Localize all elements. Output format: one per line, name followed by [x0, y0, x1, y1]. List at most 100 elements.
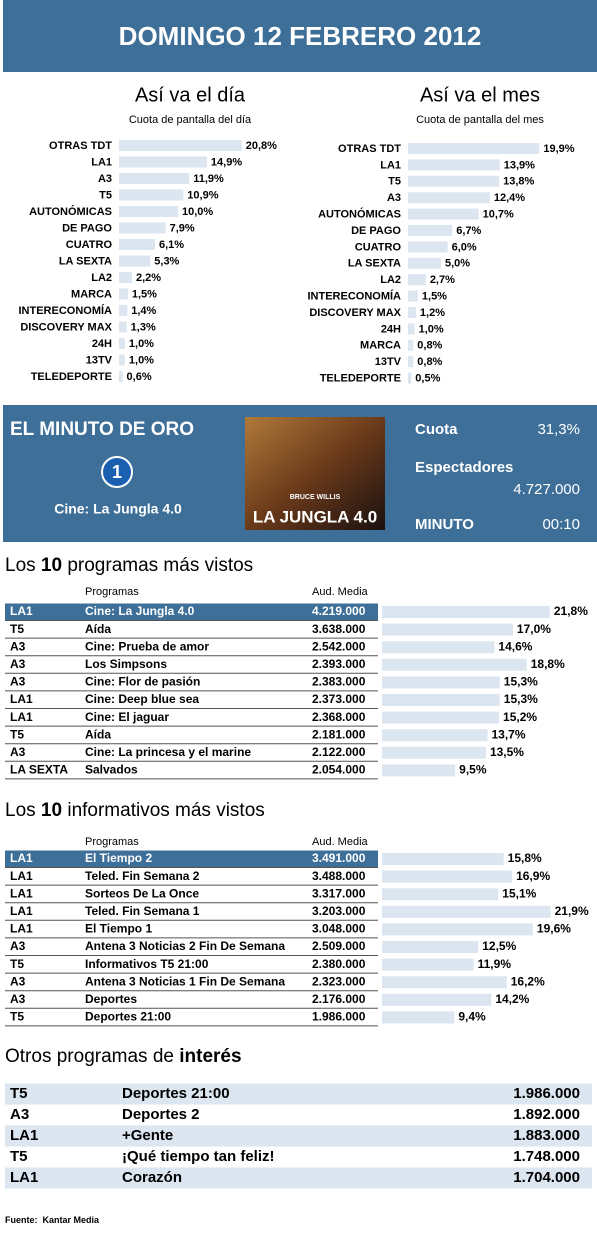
- share-label: 13,7%: [491, 727, 525, 741]
- program: Cine: Deep blue sea: [85, 692, 199, 706]
- bar: [119, 156, 207, 168]
- share-bar: [382, 641, 495, 654]
- bar: [119, 239, 155, 250]
- audience: 2.323.000: [312, 974, 366, 988]
- share-label: 15,3%: [504, 675, 538, 689]
- channel: LA1: [10, 886, 33, 900]
- bar: [119, 338, 125, 349]
- category-label: AUTONÓMICAS: [318, 208, 401, 221]
- program: Deportes 21:00: [85, 1010, 171, 1024]
- category-label: 13TV: [86, 354, 113, 366]
- channel: LA1: [10, 851, 33, 865]
- bar: [408, 225, 453, 236]
- category-label: DISCOVERY MAX: [20, 321, 112, 333]
- title-part: Los: [5, 800, 41, 821]
- value-label: 1,4%: [131, 305, 156, 317]
- minuto-title: EL MINUTO DE ORO: [10, 419, 194, 440]
- category-label: LA2: [91, 272, 112, 284]
- share-bar: [382, 1011, 455, 1024]
- category-label: OTRAS TDT: [49, 140, 112, 152]
- value-label: 7,9%: [170, 222, 195, 234]
- share-bar: [382, 711, 500, 724]
- channel: A3: [10, 974, 26, 988]
- channel: T5: [10, 1010, 24, 1024]
- share-bar: [382, 976, 507, 989]
- audience: 1.986.000: [312, 1010, 366, 1024]
- row-highlight: [5, 603, 378, 621]
- bar: [119, 371, 123, 382]
- value-label: 1,3%: [131, 321, 156, 333]
- value-label: 0,5%: [415, 373, 440, 385]
- category-label: MARCA: [71, 288, 112, 300]
- poster-title: LA JUNGLA 4.0: [253, 507, 377, 526]
- share-label: 17,0%: [517, 622, 551, 636]
- share-label: 15,8%: [508, 851, 542, 865]
- espectadores-value: 4.727.000: [513, 481, 580, 498]
- program: Aída: [85, 727, 111, 741]
- category-label: MARCA: [360, 340, 401, 352]
- channel: T5: [10, 957, 24, 971]
- share-label: 14,2%: [495, 992, 529, 1006]
- audience: 1.748.000: [513, 1148, 580, 1165]
- channel: LA1: [10, 1169, 38, 1186]
- category-label: 24H: [381, 323, 401, 335]
- bar: [408, 143, 540, 154]
- share-bar: [382, 853, 504, 865]
- channel: A3: [10, 1106, 29, 1123]
- bar: [408, 307, 416, 318]
- category-label: LA2: [380, 274, 401, 286]
- value-label: 1,5%: [422, 291, 447, 303]
- title-part: Los: [5, 555, 41, 576]
- channel: LA1: [10, 604, 33, 618]
- share-bar: [382, 658, 527, 671]
- poster: [245, 417, 385, 530]
- bar: [119, 354, 125, 366]
- share-label: 13,5%: [490, 745, 524, 759]
- category-label: AUTONÓMICAS: [29, 205, 112, 218]
- share-label: 19,6%: [537, 922, 571, 936]
- value-label: 6,0%: [452, 241, 477, 253]
- bar: [408, 372, 412, 384]
- value-label: 6,1%: [159, 239, 184, 251]
- share-bar: [382, 958, 474, 971]
- bar: [119, 189, 184, 201]
- audience: 1.704.000: [513, 1169, 580, 1186]
- informativos-title: Los 10 informativos más vistos: [5, 800, 265, 821]
- value-label: 1,2%: [420, 307, 445, 319]
- row-bg: [5, 1167, 592, 1189]
- program: Cine: La princesa y el marine: [85, 745, 251, 759]
- program: Aída: [85, 622, 111, 636]
- audience: 3.203.000: [312, 904, 366, 918]
- program: Antena 3 Noticias 1 Fin De Semana: [85, 974, 285, 988]
- audience: 2.509.000: [312, 939, 366, 953]
- value-label: 0,8%: [417, 340, 442, 352]
- bar: [119, 140, 242, 151]
- program: Cine: La Jungla 4.0: [85, 604, 195, 618]
- share-label: 14,6%: [498, 639, 532, 653]
- share-label: 15,3%: [504, 692, 538, 706]
- month-title: Así va el mes: [420, 84, 540, 106]
- program: Sorteos De La Once: [85, 886, 199, 900]
- column-header: Aud. Media: [312, 836, 369, 848]
- share-bar: [382, 941, 479, 953]
- value-label: 13,8%: [503, 176, 534, 188]
- day-title: Así va el día: [135, 84, 246, 106]
- share-label: 11,9%: [478, 957, 512, 971]
- bar: [119, 206, 178, 217]
- column-header: Aud. Media: [312, 586, 369, 598]
- audience: 2.176.000: [312, 992, 366, 1006]
- category-label: LA1: [91, 156, 112, 168]
- cuota-label: Cuota: [415, 421, 458, 438]
- bar: [408, 175, 500, 187]
- value-label: 1,5%: [132, 288, 157, 300]
- audience: 2.181.000: [312, 727, 366, 741]
- program: Informativos T5 21:00: [85, 957, 209, 971]
- column-header: Programas: [85, 836, 139, 848]
- bar: [119, 222, 166, 234]
- share-label: 16,2%: [511, 974, 545, 988]
- audience: 2.368.000: [312, 710, 366, 724]
- audience: 2.383.000: [312, 675, 366, 689]
- title-part: Otros programas de: [5, 1046, 179, 1067]
- program: Corazón: [122, 1169, 182, 1186]
- audience: 1.986.000: [513, 1085, 580, 1102]
